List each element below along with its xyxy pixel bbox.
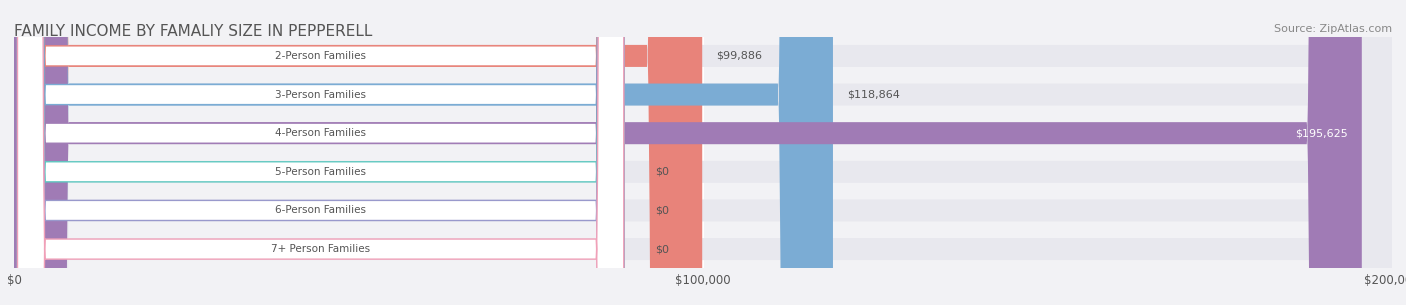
Text: FAMILY INCOME BY FAMALIY SIZE IN PEPPERELL: FAMILY INCOME BY FAMALIY SIZE IN PEPPERE… — [14, 24, 373, 39]
FancyBboxPatch shape — [17, 0, 624, 305]
Text: 5-Person Families: 5-Person Families — [276, 167, 366, 177]
FancyBboxPatch shape — [14, 0, 1392, 305]
Text: $118,864: $118,864 — [846, 90, 900, 99]
Text: $0: $0 — [655, 206, 669, 215]
Text: 4-Person Families: 4-Person Families — [276, 128, 366, 138]
Text: 2-Person Families: 2-Person Families — [276, 51, 366, 61]
FancyBboxPatch shape — [14, 0, 832, 305]
FancyBboxPatch shape — [17, 0, 624, 305]
Text: $0: $0 — [655, 167, 669, 177]
Text: 6-Person Families: 6-Person Families — [276, 206, 366, 215]
FancyBboxPatch shape — [17, 0, 624, 305]
FancyBboxPatch shape — [14, 0, 1392, 305]
Text: Source: ZipAtlas.com: Source: ZipAtlas.com — [1274, 24, 1392, 34]
Text: $0: $0 — [655, 244, 669, 254]
FancyBboxPatch shape — [14, 0, 1392, 305]
Text: 7+ Person Families: 7+ Person Families — [271, 244, 370, 254]
Text: $99,886: $99,886 — [716, 51, 762, 61]
FancyBboxPatch shape — [14, 0, 702, 305]
FancyBboxPatch shape — [17, 0, 624, 305]
FancyBboxPatch shape — [14, 0, 1392, 305]
FancyBboxPatch shape — [17, 0, 624, 305]
FancyBboxPatch shape — [17, 0, 624, 305]
FancyBboxPatch shape — [14, 0, 1392, 305]
Text: 3-Person Families: 3-Person Families — [276, 90, 366, 99]
FancyBboxPatch shape — [14, 0, 1362, 305]
Text: $195,625: $195,625 — [1295, 128, 1348, 138]
FancyBboxPatch shape — [14, 0, 1392, 305]
